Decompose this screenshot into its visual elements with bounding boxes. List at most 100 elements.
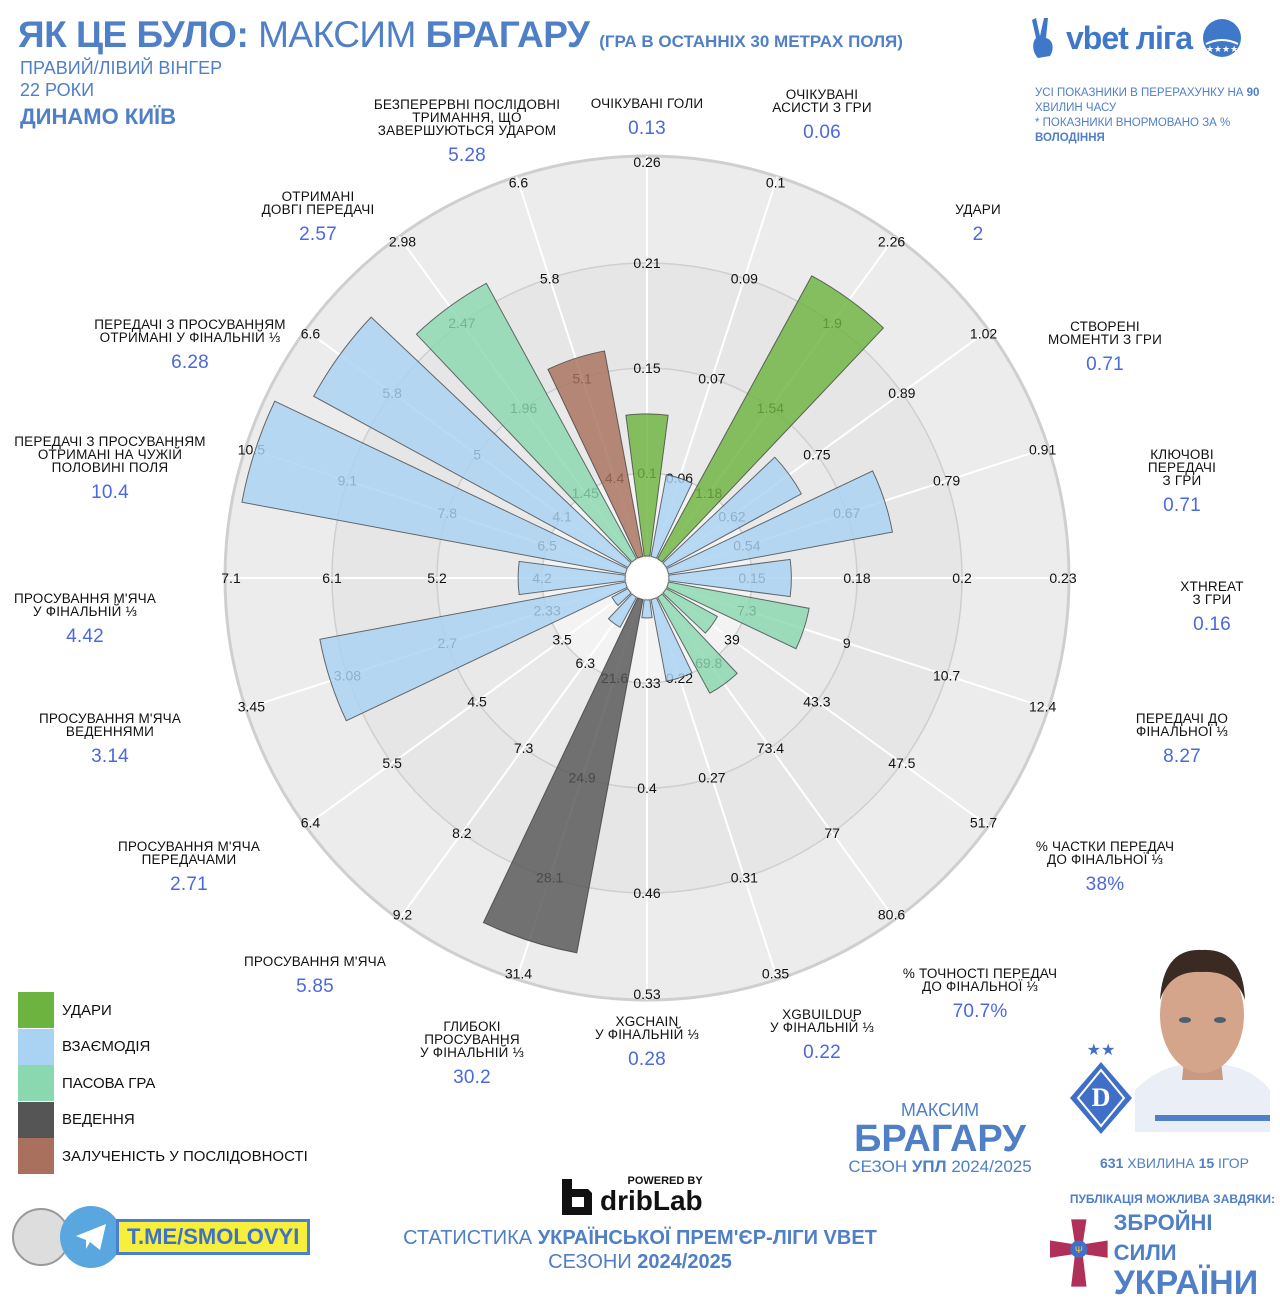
grid-spoke — [305, 577, 648, 827]
legend-item: ВЗАЄМОДІЯ — [18, 1028, 150, 1065]
category-name: ОЧІКУВАНІ АСИСТИ З ГРИ — [772, 87, 872, 115]
tick-label: 39 — [724, 632, 740, 648]
category-value: 2 — [972, 224, 984, 245]
player-last-name: БРАГАРУ — [854, 1118, 1026, 1160]
note-bold: ВОЛОДІННЯ — [1035, 132, 1105, 144]
category-name: УДАРИ — [955, 202, 1001, 217]
zsu-line2: УКРАЇНИ — [1113, 1264, 1259, 1302]
stars-icon: ★★ — [1086, 1042, 1116, 1059]
driblab-logo: POWERED BY dribLab — [560, 1175, 703, 1215]
minutes-label: ХВИЛИНА — [1123, 1155, 1199, 1171]
category-value: 0.22 — [803, 1042, 841, 1063]
category-label: XGCHAIN У ФІНАЛЬНІЙ ⅓ 0.28 — [595, 1015, 699, 1070]
category-value: 5.85 — [296, 976, 334, 997]
bar-interaction — [668, 558, 792, 598]
category-label: СТВОРЕНІ МОМЕНТИ З ГРИ 0.71 — [1048, 320, 1162, 375]
category-label: % ЧАСТКИ ПЕРЕДАЧ ДО ФІНАЛЬНОЇ ⅓ 38% — [1036, 840, 1174, 895]
category-label: ПРОСУВАННЯ М'ЯЧА ВЕДЕННЯМИ 3.14 — [39, 712, 181, 767]
category-label: ОТРИМАНІ ДОВГІ ПЕРЕДАЧІ 2.57 — [262, 190, 375, 245]
legend-item: ЗАЛУЧЕНІСТЬ У ПОСЛІДОВНОСТІ — [18, 1138, 308, 1174]
bar-sequence — [547, 350, 644, 559]
note-line: ХВИЛИН ЧАСУ — [1035, 102, 1117, 114]
legend-label: ПАСОВА ГРА — [62, 1074, 156, 1092]
season-years: 2024/2025 — [946, 1157, 1032, 1176]
bar-interaction — [662, 456, 803, 569]
category-name: % ТОЧНОСТІ ПЕРЕДАЧ ДО ФІНАЛЬНОЇ ⅓ — [902, 966, 1058, 994]
tick-label: 7.1 — [221, 570, 241, 586]
category-value: 0.13 — [628, 118, 666, 139]
category-name: XTHREAT З ГРИ — [1180, 579, 1244, 607]
bar-interaction — [607, 593, 638, 628]
seasons-pre: СЕЗОНИ — [548, 1251, 638, 1273]
category-value: 0.71 — [1086, 354, 1124, 375]
bars — [241, 275, 894, 954]
tick-label: 1.02 — [970, 325, 997, 341]
category-value: 5.28 — [448, 145, 486, 166]
category-value: 2.57 — [299, 224, 337, 245]
telegram-handle[interactable]: T.ME/SMOLOVYI — [116, 1219, 311, 1255]
note-line: * ПОКАЗНИКИ ВНОРМОВАНО ЗА % — [1035, 117, 1231, 129]
tick-label: 2.26 — [878, 233, 905, 249]
category-label: ПЕРЕДАЧІ З ПРОСУВАННЯМ ОТРИМАНІ НА ЧУЖІЙ… — [14, 435, 205, 503]
category-value: 4.42 — [66, 626, 104, 647]
bar-interaction — [650, 597, 693, 682]
title-last-name: БРАГАРУ — [425, 14, 590, 55]
tick-label: 10.7 — [933, 667, 960, 683]
telegram-icon — [60, 1206, 122, 1268]
category-label: ОЧІКУВАНІ АСИСТИ З ГРИ 0.06 — [772, 88, 871, 143]
category-name: ПЕРЕДАЧІ З ПРОСУВАННЯМ ОТРИМАНІ У ФІНАЛЬ… — [94, 317, 286, 345]
category-value: 0.06 — [803, 122, 841, 143]
category-name: ОТРИМАНІ ДОВГІ ПЕРЕДАЧІ — [261, 189, 375, 217]
club-badge: ★★ D — [1068, 1040, 1134, 1140]
tick-label: 4.5 — [467, 693, 487, 709]
player-first-name: МАКСИМ — [900, 1100, 980, 1120]
legend-swatch — [18, 1065, 54, 1101]
category-name: ПРОСУВАННЯ М'ЯЧА У ФІНАЛЬНІЙ ⅓ — [13, 591, 157, 619]
chart-background — [223, 154, 1071, 1002]
legend-swatch — [18, 1101, 54, 1138]
league-logo: vbet ліга ★★★★ — [1030, 12, 1270, 64]
tick-label: 8.2 — [452, 825, 472, 841]
category-label: ПРОСУВАННЯ М'ЯЧА 5.85 — [244, 955, 386, 997]
category-label: ОЧІКУВАНІ ГОЛИ 0.13 — [591, 97, 704, 139]
tick-label: 0.46 — [633, 885, 660, 901]
tick-label: 6.4 — [301, 815, 321, 831]
category-value: 0.28 — [628, 1049, 666, 1070]
category-label: XGBUILDUP У ФІНАЛЬНІЙ ⅓ 0.22 — [770, 1008, 874, 1063]
bar-interaction — [319, 581, 628, 722]
tick-label: 0.4 — [637, 780, 657, 796]
tick-label: 3.45 — [238, 699, 265, 715]
bar-passing — [666, 581, 810, 650]
category-value: 0.16 — [1193, 614, 1231, 635]
category-value: 6.28 — [171, 352, 209, 373]
title-prefix: ЯК ЦЕ БУЛО: — [18, 14, 249, 55]
category-label: % ТОЧНОСТІ ПЕРЕДАЧ ДО ФІНАЛЬНОЇ ⅓ 70.7% — [903, 967, 1057, 1022]
tick-label: 0.27 — [698, 770, 725, 786]
telegram-link[interactable]: T.ME/SMOLOVYI — [12, 1205, 311, 1269]
tick-label: 0.79 — [933, 473, 960, 489]
minutes-games: 631 ХВИЛИНА 15 ІГОР — [1100, 1155, 1249, 1171]
player-photo — [1135, 940, 1270, 1132]
driblab-text: dribLab — [600, 1185, 703, 1216]
category-name: ПЕРЕДАЧІ З ПРОСУВАННЯМ ОТРИМАНІ НА ЧУЖІЙ… — [14, 434, 206, 475]
category-name: XGBUILDUP У ФІНАЛЬНІЙ ⅓ — [770, 1007, 874, 1035]
tick-label: 9.2 — [393, 907, 413, 923]
tick-label: 3.5 — [552, 632, 572, 648]
tick-label: 80.6 — [878, 907, 905, 923]
tick-label: 0.33 — [633, 675, 660, 691]
tick-label: 77 — [824, 825, 840, 841]
season-pre: СЕЗОН — [848, 1157, 912, 1176]
note-line: УСІ ПОКАЗНИКИ В ПЕРЕРАХУНКУ НА — [1035, 87, 1247, 99]
bar-interaction — [241, 400, 628, 575]
category-label: ПЕРЕДАЧІ З ПРОСУВАННЯМ ОТРИМАНІ У ФІНАЛЬ… — [94, 318, 285, 373]
tick-label: 0.21 — [633, 255, 660, 271]
category-label: БЕЗПЕРЕРВНІ ПОСЛІДОВНІ ТРИМАННЯ, ЩО ЗАВЕ… — [374, 98, 560, 166]
player-position: ПРАВИЙ/ЛІВИЙ ВІНГЕР — [20, 58, 223, 78]
category-value: 8.27 — [1163, 746, 1201, 767]
category-label: ПРОСУВАННЯ М'ЯЧА ПЕРЕДАЧАМИ 2.71 — [118, 840, 260, 895]
legend-swatch — [18, 992, 54, 1028]
bar-interaction — [611, 587, 632, 607]
minutes-value: 631 — [1100, 1155, 1124, 1171]
category-name: ПРОСУВАННЯ М'ЯЧА ПЕРЕДАЧАМИ — [117, 839, 261, 867]
tick-label: 0.31 — [731, 870, 758, 886]
